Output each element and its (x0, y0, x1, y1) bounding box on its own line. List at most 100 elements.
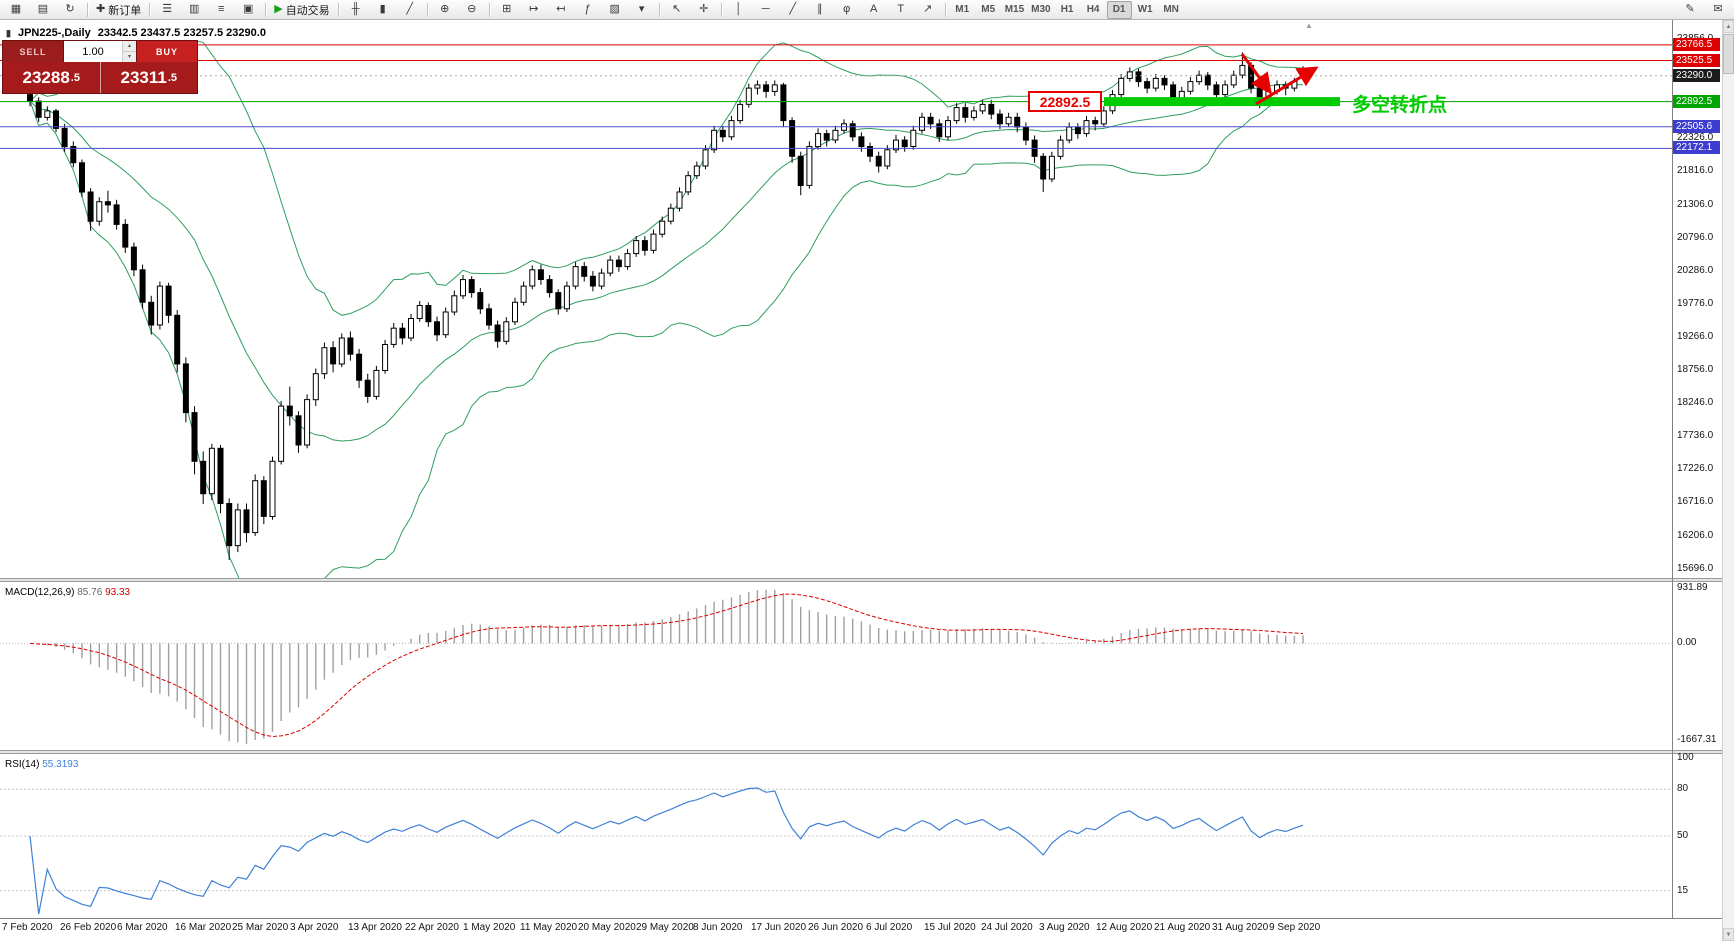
time-axis-label: 11 May 2020 (520, 922, 578, 933)
price-scale-label: 21306.0 (1677, 199, 1714, 210)
timeframe-m1-button[interactable]: M1 (955, 4, 970, 15)
main-toolbar: ▦ ▤ ↻ ✚ 新订单 ☰ ▥ ≡ ▣ ▶ 自动交易 ╫ ▮ ╱ ⊕ ⊖ ⊞ ↦ ↤ ƒ ▨ ▾ ↖ ✛ │ ─ ╱ ∥ φ A T ↗ M1 M… (0, 0, 1734, 20)
indicators-button[interactable]: ƒ (575, 1, 601, 19)
time-axis-label: 20 May 2020 (578, 922, 636, 933)
draw-objects-icon: ✎ (1685, 3, 1695, 15)
trendline-button[interactable]: ╱ (780, 1, 806, 19)
tile-windows-icon: ⊞ (502, 3, 512, 15)
market-watch-button[interactable]: ☰ (154, 1, 180, 19)
chart-ohlc-values: 23342.5 23437.5 23257.5 23290.0 (97, 27, 266, 39)
chart-shift-marker[interactable]: ▲ (1305, 21, 1313, 30)
rsi-scale-label: 15 (1677, 885, 1689, 896)
mailbox-button[interactable]: ✉ (1705, 1, 1731, 19)
sell-button[interactable]: 23288.5 (3, 62, 101, 93)
line-chart-button[interactable]: ╱ (397, 1, 423, 19)
macd-main-value: 85.76 (77, 587, 103, 598)
timeframe-h1-button[interactable]: H1 (1060, 4, 1074, 15)
vertical-line-button[interactable]: │ (726, 1, 752, 19)
vertical-scrollbar[interactable]: ▲ ▼ (1722, 20, 1734, 941)
chart-canvas[interactable] (0, 20, 1722, 941)
new-order-label: 新订单 (108, 4, 142, 17)
new-chart-button[interactable]: ▦ (3, 1, 29, 19)
buy-header[interactable]: BUY (137, 41, 197, 62)
turning-point-note[interactable]: 多空转折点 (1352, 95, 1448, 116)
arrows-button[interactable]: ↗ (915, 1, 941, 19)
period-dropdown-icon: ▾ (638, 3, 645, 15)
navigator-button[interactable]: ≡ (208, 1, 234, 19)
period-dropdown-button[interactable]: ▾ (629, 1, 655, 19)
bar-chart-button[interactable]: ╫ (343, 1, 369, 19)
timeframe-m30-button[interactable]: M30 (1031, 4, 1051, 15)
volume-up-button[interactable]: ▴ (123, 41, 136, 52)
text-label-button[interactable]: T (888, 1, 914, 19)
buy-button[interactable]: 23311.5 (101, 62, 198, 93)
timeframe-mn-button[interactable]: MN (1163, 4, 1179, 15)
chart-icon: ▮ (6, 27, 11, 38)
main-chart-pane[interactable] (27, 40, 1306, 617)
data-window-button[interactable]: ▥ (181, 1, 207, 19)
auto-trading-button[interactable]: ▶ 自动交易 (270, 1, 333, 19)
new-order-button[interactable]: ✚ 新订单 (92, 1, 145, 19)
sell-label: SELL (19, 46, 47, 57)
candlestick-chart-button[interactable]: ▮ (370, 1, 396, 19)
auto-scroll-button[interactable]: ↦ (521, 1, 547, 19)
profiles-button[interactable]: ▤ (30, 1, 56, 19)
terminal-button[interactable]: ▣ (235, 1, 261, 19)
timeframe-d1-button[interactable]: D1 (1106, 0, 1132, 19)
toolbar-separator (87, 2, 88, 17)
scroll-up-button[interactable]: ▲ (1723, 20, 1734, 33)
toolbar-separator (337, 2, 339, 17)
price-scale-badge: 22172.1 (1673, 141, 1720, 154)
horizontal-line-button[interactable]: ─ (753, 1, 779, 19)
scrollbar-thumb[interactable] (1723, 34, 1734, 74)
zoom-out-button[interactable]: ⊖ (459, 1, 485, 19)
text-button[interactable]: A (861, 1, 887, 19)
time-axis-label: 6 Jul 2020 (866, 922, 913, 933)
price-fraction: .5 (70, 71, 80, 84)
crosshair-button[interactable]: ✛ (691, 1, 717, 19)
time-axis-label: 7 Feb 2020 (2, 922, 53, 933)
fibonacci-button[interactable]: φ (834, 1, 860, 19)
volume-field: ▴ ▾ (63, 41, 137, 62)
time-axis-label: 9 Sep 2020 (1269, 922, 1321, 933)
rsi-pane-separator[interactable] (0, 750, 1722, 754)
price-scale-label: 20286.0 (1677, 265, 1714, 276)
macd-pane-separator[interactable] (0, 578, 1722, 582)
templates-button[interactable]: ▨ (602, 1, 628, 19)
scroll-down-button[interactable]: ▼ (1723, 928, 1734, 941)
chart-shift-icon: ↤ (556, 3, 566, 15)
crosshair-icon: ✛ (699, 3, 709, 15)
timeframe-h4-button[interactable]: H4 (1086, 4, 1100, 15)
time-axis-label: 15 Jul 2020 (924, 922, 976, 933)
timeframe-m15-button[interactable]: M15 (1004, 4, 1025, 15)
macd-chart-pane[interactable] (0, 589, 1672, 744)
timeframe-m5-button[interactable]: M5 (981, 4, 996, 15)
volume-input[interactable] (64, 41, 122, 62)
zoom-in-button[interactable]: ⊕ (432, 1, 458, 19)
time-axis-label: 3 Aug 2020 (1039, 922, 1090, 933)
chart-window[interactable]: ▮ JPN225-,Daily 23342.5 23437.5 23257.5 … (0, 20, 1734, 941)
toolbar-right-group: ✎ ✉ (1677, 1, 1731, 19)
time-axis-label: 3 Apr 2020 (290, 922, 339, 933)
arrows-icon: ↗ (923, 3, 933, 15)
vertical-line-icon: │ (735, 3, 743, 15)
equidistant-channel-button[interactable]: ∥ (807, 1, 833, 19)
timeframe-w1-button[interactable]: W1 (1137, 4, 1153, 15)
line-chart-icon: ╱ (406, 3, 413, 15)
draw-objects-button[interactable]: ✎ (1677, 1, 1703, 19)
volume-down-button[interactable]: ▾ (123, 52, 136, 62)
chart-shift-button[interactable]: ↤ (548, 1, 574, 19)
price-annotation-box[interactable]: 22892.5 (1028, 91, 1102, 112)
rsi-scale-label: 80 (1677, 783, 1689, 794)
tile-windows-button[interactable]: ⊞ (494, 1, 520, 19)
toolbar-separator (265, 2, 267, 17)
time-axis-label: 24 Jul 2020 (981, 922, 1033, 933)
rsi-scale-label: 50 (1677, 830, 1689, 841)
sell-header[interactable]: SELL (3, 41, 63, 62)
rsi-chart-pane[interactable] (0, 787, 1672, 915)
refresh-button[interactable]: ↻ (57, 1, 83, 19)
toolbar-separator (488, 2, 490, 17)
time-axis-label: 12 Aug 2020 (1096, 922, 1153, 933)
cursor-icon: ↖ (672, 3, 682, 15)
cursor-button[interactable]: ↖ (664, 1, 690, 19)
